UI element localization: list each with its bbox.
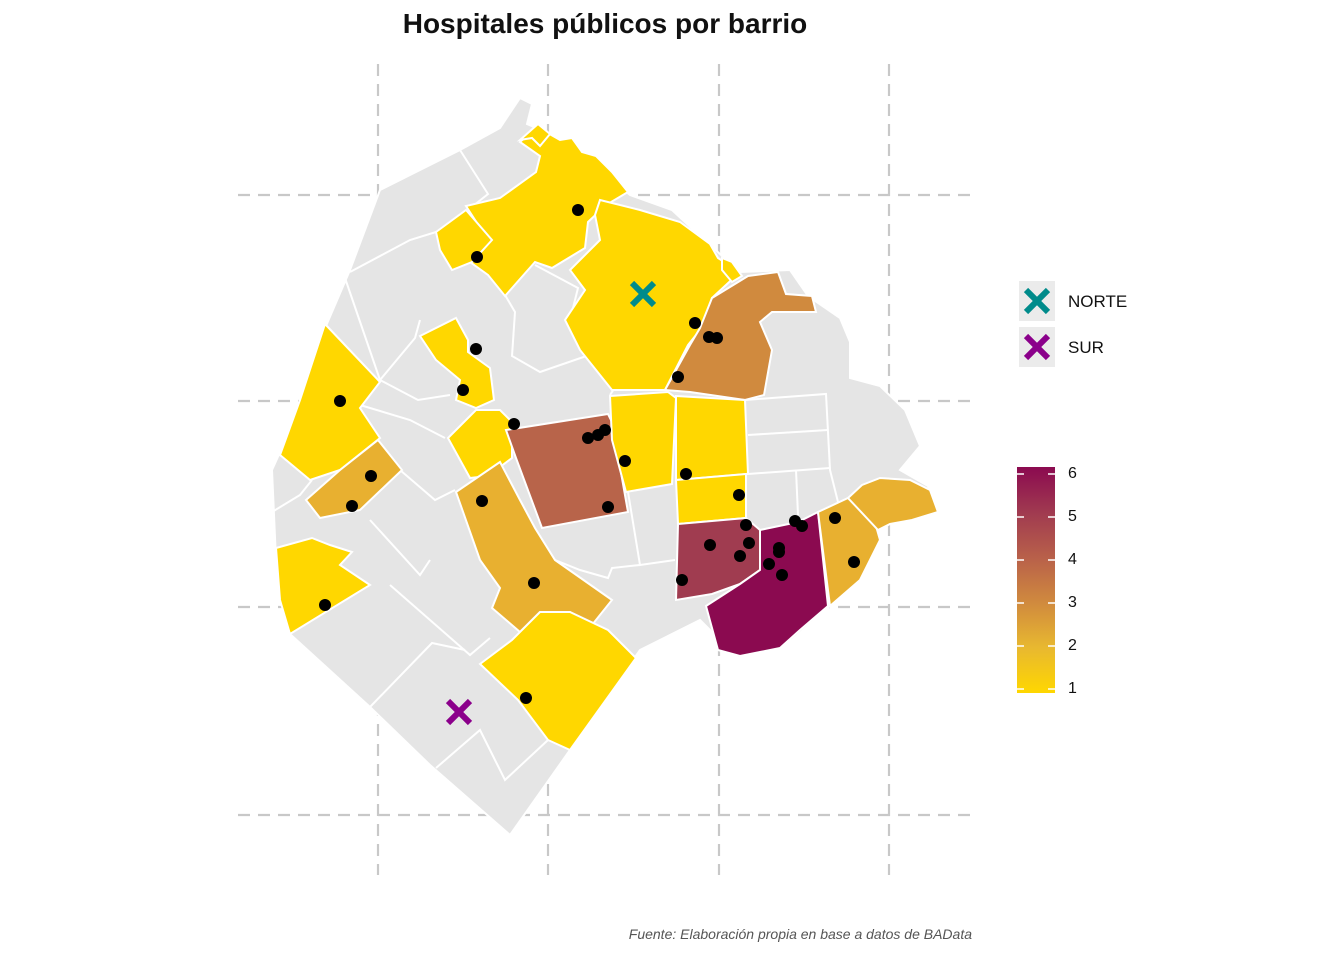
barrio-region <box>846 476 940 532</box>
legend-label-norte: NORTE <box>1068 292 1128 311</box>
hospital-point <box>457 384 469 396</box>
centroid-marker-norte <box>629 280 657 308</box>
colorbar-tick-label: 3 <box>1068 594 1077 611</box>
x-mark-icon <box>1023 287 1051 315</box>
barrio-border <box>369 519 431 577</box>
centroid-sur-stroke <box>445 698 473 726</box>
colorbar-ticks <box>1017 473 1055 690</box>
barrio-region <box>274 536 372 636</box>
hospital-point <box>676 574 688 586</box>
hospital-point <box>319 599 331 611</box>
barrio-border <box>747 429 829 436</box>
barrio-region <box>675 394 750 482</box>
barrio-border <box>399 469 456 502</box>
hospital-point <box>602 501 614 513</box>
hospital-point <box>740 519 752 531</box>
legend-key-norte <box>1019 281 1055 321</box>
hospital-point <box>346 500 358 512</box>
barrio-border <box>435 728 549 782</box>
centroid-marker-sur <box>445 698 473 726</box>
hospital-point <box>471 251 483 263</box>
hospital-point <box>776 569 788 581</box>
hospital-point <box>672 371 684 383</box>
hospital-point <box>528 577 540 589</box>
barrio-border <box>349 231 437 273</box>
hospital-point <box>520 692 532 704</box>
colorbar-tick-label: 4 <box>1068 551 1077 568</box>
x-mark-stroke <box>1023 333 1051 361</box>
map-title: Hospitales públicos por barrio <box>402 8 808 39</box>
hospital-point <box>796 520 808 532</box>
barrio-border <box>504 294 599 374</box>
barrio-border <box>271 479 313 513</box>
barrio-region <box>304 438 404 520</box>
barrio-border <box>795 469 799 516</box>
barrio-region <box>516 122 552 148</box>
hospital-point <box>680 468 692 480</box>
colorbar <box>1017 467 1055 693</box>
hospital-points <box>319 204 860 704</box>
hospital-point <box>733 489 745 501</box>
barrio-region <box>504 412 630 530</box>
hospital-point <box>582 432 594 444</box>
barrio-border <box>744 392 841 511</box>
hospital-point <box>476 495 488 507</box>
hospital-point <box>334 395 346 407</box>
hospital-point <box>829 512 841 524</box>
hospital-point <box>763 558 775 570</box>
legend-key-sur <box>1019 327 1055 367</box>
barrio-region <box>608 390 678 494</box>
barrio-region <box>418 316 496 410</box>
hospital-point <box>365 470 377 482</box>
barrio-region <box>478 611 638 752</box>
colorbar-tick-label: 6 <box>1068 465 1077 482</box>
barrio-border <box>389 584 491 657</box>
barrio-border <box>627 491 676 567</box>
hospital-point <box>508 418 520 430</box>
barrio-border <box>344 277 421 383</box>
barrio-border <box>359 404 446 439</box>
hospital-point <box>848 556 860 568</box>
colorbar-tick-label: 2 <box>1068 637 1077 654</box>
hospital-point <box>743 537 755 549</box>
legend-label-sur: SUR <box>1068 338 1104 357</box>
colorbar-tick-label: 5 <box>1068 508 1077 525</box>
barrio-border <box>747 467 831 475</box>
barrio-border <box>379 379 451 402</box>
barrio-region <box>663 270 818 402</box>
barrio-region <box>721 256 744 284</box>
barrio-border <box>369 641 466 708</box>
barrio-region <box>464 124 630 298</box>
hospital-point <box>704 539 716 551</box>
barrio-region <box>704 510 830 658</box>
x-mark-icon <box>1023 333 1051 361</box>
hospital-point <box>711 332 723 344</box>
centroid-norte-stroke <box>629 280 657 308</box>
barrio-regions <box>274 122 940 752</box>
hospital-point <box>619 455 631 467</box>
colorbar-tick-label: 1 <box>1068 680 1077 697</box>
hospital-point <box>689 317 701 329</box>
hospital-point <box>773 546 785 558</box>
source-caption: Fuente: Elaboración propia en base a dat… <box>628 926 972 942</box>
hospital-point <box>470 343 482 355</box>
hospital-point <box>572 204 584 216</box>
hospital-point <box>599 424 611 436</box>
hospital-point <box>734 550 746 562</box>
x-mark-stroke <box>1023 287 1051 315</box>
